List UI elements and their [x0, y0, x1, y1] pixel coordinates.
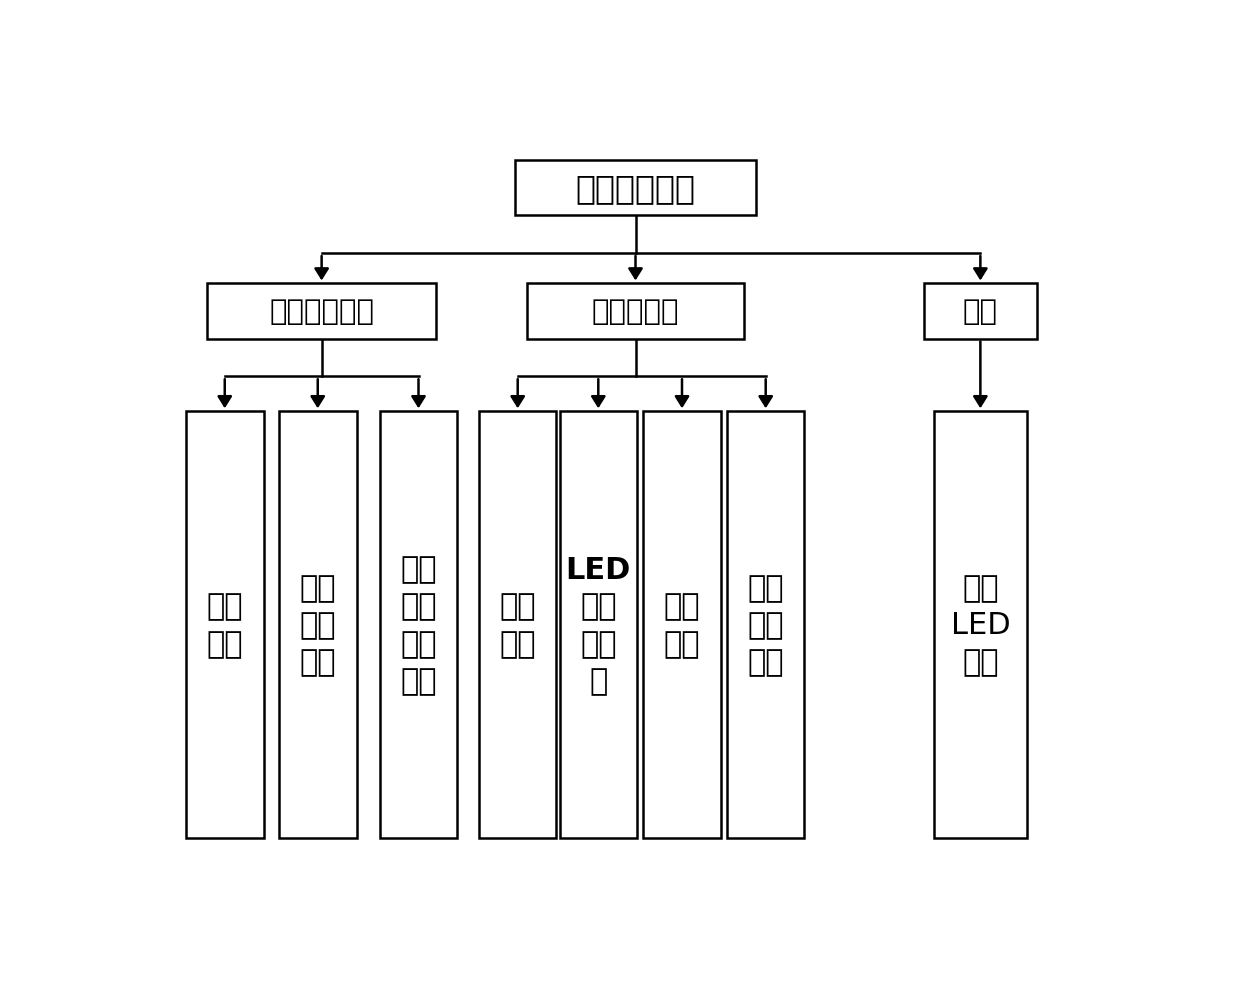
Text: LED
恒流
源模
块: LED 恒流 源模 块 [565, 555, 631, 695]
Bar [527, 284, 744, 339]
Bar [559, 412, 637, 839]
Bar [516, 161, 755, 217]
Text: 延迟测试设备: 延迟测试设备 [575, 172, 696, 205]
Text: 接口
模块: 接口 模块 [663, 592, 701, 658]
Bar [924, 284, 1037, 339]
Bar [279, 412, 357, 839]
Bar [379, 412, 458, 839]
Text: 靶板: 靶板 [963, 297, 998, 326]
Text: 数据
图形
显示
模块: 数据 图形 显示 模块 [401, 555, 436, 695]
Text: 控制
模块: 控制 模块 [207, 592, 243, 658]
Text: 红外
LED
阵列: 红外 LED 阵列 [951, 574, 1011, 677]
Bar [727, 412, 805, 839]
Text: 便携式计算机: 便携式计算机 [269, 297, 374, 326]
Bar [207, 284, 436, 339]
Text: 控制记录仪: 控制记录仪 [591, 297, 680, 326]
Bar [934, 412, 1027, 839]
Bar [186, 412, 263, 839]
Bar [479, 412, 557, 839]
Text: 图像
处理
模块: 图像 处理 模块 [748, 574, 784, 677]
Text: 电源
模块: 电源 模块 [500, 592, 536, 658]
Text: 数据
处理
模块: 数据 处理 模块 [300, 574, 336, 677]
Bar [644, 412, 720, 839]
